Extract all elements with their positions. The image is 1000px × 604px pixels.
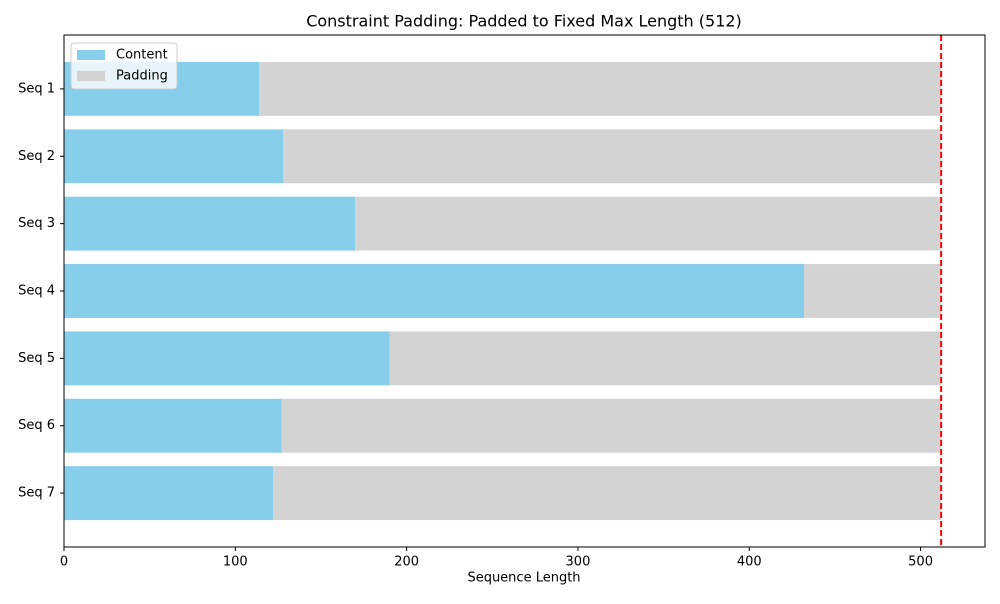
y-tick-label: Seq 7 <box>18 486 55 501</box>
bar-segment <box>64 264 805 318</box>
plot-frame <box>63 34 986 548</box>
x-tick-label: 200 <box>394 555 419 570</box>
chart-title: Constraint Padding: Padded to Fixed Max … <box>306 12 742 31</box>
legend-label: Padding <box>116 69 168 84</box>
bar-segment <box>64 196 356 251</box>
bar-segment <box>389 331 942 386</box>
y-tick-label: Seq 3 <box>18 216 55 231</box>
y-tick-label: Seq 6 <box>18 418 55 433</box>
y-tick-label: Seq 2 <box>18 149 55 164</box>
y-tick-label: Seq 4 <box>18 284 55 299</box>
legend-swatch <box>77 50 105 60</box>
y-tick-label: Seq 5 <box>18 351 55 366</box>
bar-segment <box>259 61 942 116</box>
legend: Content Padding <box>70 42 178 90</box>
x-axis-label: Sequence Length <box>467 571 580 586</box>
legend-label: Content <box>116 48 168 63</box>
bar-segment <box>355 196 942 251</box>
bar-segment <box>283 129 942 184</box>
bar-segment <box>273 466 942 521</box>
bar-segment <box>64 398 282 453</box>
x-tick-label: 500 <box>908 555 933 570</box>
bar-segment <box>804 264 942 318</box>
y-tick-label: Seq 1 <box>18 81 55 96</box>
bar-segment <box>64 129 284 184</box>
x-tick-label: 300 <box>566 555 591 570</box>
bar-segment <box>64 466 274 521</box>
x-tick-label: 400 <box>737 555 762 570</box>
bar-segment <box>64 331 390 386</box>
x-tick-label: 100 <box>223 555 248 570</box>
bar-segment <box>281 398 942 453</box>
x-tick-label: 0 <box>60 555 68 570</box>
legend-swatch <box>77 71 105 81</box>
